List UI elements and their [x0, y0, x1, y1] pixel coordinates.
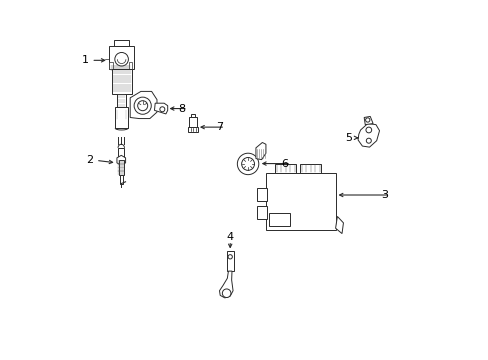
Circle shape [365, 127, 371, 133]
Bar [109, 62, 113, 69]
Text: 6: 6 [281, 158, 288, 168]
Bar [268, 213, 290, 226]
Circle shape [227, 255, 232, 259]
Bar [274, 164, 296, 173]
Text: 3: 3 [380, 190, 387, 200]
Polygon shape [357, 123, 379, 147]
Bar [115, 108, 128, 128]
Bar [119, 160, 123, 175]
Polygon shape [117, 156, 125, 165]
Text: 5: 5 [345, 133, 351, 143]
Text: 4: 4 [226, 232, 233, 242]
Bar [299, 164, 321, 173]
Bar [187, 127, 198, 132]
Circle shape [241, 157, 254, 170]
Text: 2: 2 [86, 156, 94, 165]
Circle shape [222, 289, 230, 297]
Polygon shape [335, 216, 343, 234]
Bar [226, 251, 233, 271]
Text: 7: 7 [216, 122, 223, 132]
Circle shape [365, 118, 369, 122]
Bar [189, 117, 197, 128]
Bar [108, 46, 134, 69]
Bar [257, 188, 266, 202]
Polygon shape [219, 271, 233, 298]
Polygon shape [364, 116, 372, 125]
Bar [117, 94, 126, 109]
Bar [257, 206, 266, 219]
Polygon shape [255, 143, 265, 159]
Bar [190, 114, 195, 117]
Circle shape [115, 53, 128, 66]
Bar [114, 40, 129, 46]
Bar [111, 68, 131, 94]
Bar [118, 148, 124, 157]
Polygon shape [154, 103, 167, 114]
Circle shape [160, 107, 164, 112]
Circle shape [366, 138, 370, 143]
Text: 8: 8 [178, 104, 185, 113]
Text: 1: 1 [82, 55, 89, 65]
Circle shape [138, 101, 147, 111]
Bar [120, 175, 122, 184]
Circle shape [134, 97, 151, 114]
Bar [128, 62, 132, 69]
Bar [265, 173, 335, 230]
Circle shape [237, 153, 258, 175]
Polygon shape [130, 91, 157, 118]
